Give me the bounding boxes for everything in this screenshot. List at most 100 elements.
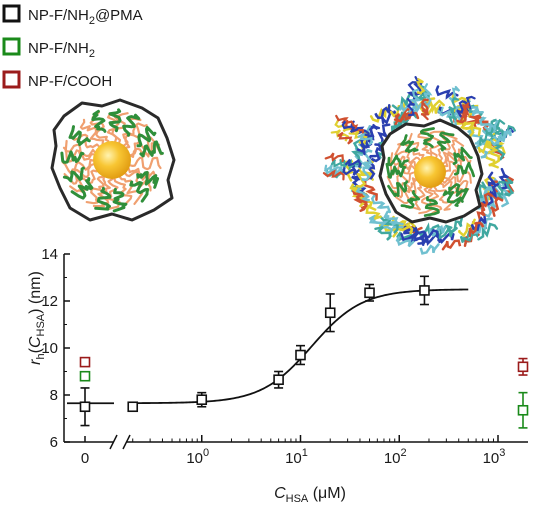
legend-item-cooh: NP-F/COOH — [2, 70, 112, 90]
ligand-chain — [79, 118, 105, 145]
ligand-chain — [442, 176, 470, 194]
ligand-chain — [94, 186, 112, 211]
protein-helix — [479, 192, 494, 212]
y-tick-label: 10 — [41, 340, 58, 357]
ligand-chain — [139, 140, 164, 158]
marker — [419, 285, 430, 296]
protein-helix — [449, 106, 464, 127]
chart: 6 8 10 12 14 0 100 101 102 103 rh(CHSA) (nm) CHSA… — [27, 246, 529, 505]
protein-helix — [400, 231, 425, 246]
data-point-zero — [79, 387, 91, 427]
protein-helix — [324, 164, 346, 177]
x-tick-label: 103 — [483, 447, 506, 467]
gold-core-corona — [414, 156, 446, 188]
protein-helix — [324, 152, 345, 163]
protein — [471, 181, 504, 227]
marker — [364, 287, 375, 299]
ligand-chain — [442, 190, 463, 207]
ligand-chain — [448, 183, 469, 203]
protein-helix — [471, 204, 486, 227]
marker — [79, 370, 91, 382]
marker — [79, 401, 91, 413]
protein-helix — [486, 140, 500, 165]
ligand-chain — [122, 113, 141, 137]
protein-helix — [342, 166, 360, 176]
data-point — [127, 401, 139, 413]
protein-helix — [361, 162, 371, 182]
protein-helix — [477, 222, 499, 241]
ligand-chain — [436, 131, 455, 152]
y-tick-label: 14 — [41, 246, 58, 263]
legend-swatch-pma — [2, 4, 21, 23]
y-axis-title: rh(CHSA) (nm) — [27, 271, 47, 365]
y-tick-label: 6 — [50, 434, 58, 451]
protein-helix — [348, 130, 368, 144]
ligand-chains — [60, 108, 164, 213]
ligand-chain — [136, 126, 157, 148]
ligand-chain — [453, 161, 476, 178]
protein-helix — [448, 85, 461, 103]
legend-label-cooh: NP-F/COOH — [28, 73, 112, 90]
marker — [196, 394, 208, 406]
protein — [445, 85, 476, 129]
data-point — [364, 283, 375, 302]
protein-helix — [441, 239, 462, 251]
protein-corona-illustration — [322, 76, 516, 255]
protein-helix — [341, 120, 359, 133]
protein — [322, 152, 362, 181]
x-tick-label: 101 — [285, 447, 308, 467]
protein — [446, 215, 499, 247]
protein-helix — [372, 214, 394, 237]
protein-helix — [322, 169, 345, 181]
data-point — [419, 275, 430, 306]
axes: 6 8 10 12 14 0 100 101 102 103 — [41, 246, 528, 467]
ligand-chain — [444, 169, 472, 184]
protein-helix — [467, 128, 484, 144]
x-tick-label: 100 — [186, 447, 209, 467]
protein-helix — [406, 81, 418, 103]
protein-helix — [374, 225, 392, 241]
protein-helix — [420, 98, 430, 116]
axis-break-mark — [109, 434, 118, 450]
x-axis-title: CHSA (μM) — [274, 485, 346, 505]
fit-layer — [67, 288, 469, 405]
ligand-chain — [69, 169, 98, 194]
data-point — [273, 370, 284, 389]
protein-helix — [422, 83, 433, 106]
protein-helix — [395, 110, 414, 123]
protein-helix — [374, 104, 391, 119]
protein — [330, 114, 374, 146]
axis-break-mark — [122, 434, 131, 450]
protein-helix — [456, 100, 468, 118]
protein-helix — [362, 148, 373, 168]
protein-helix — [417, 233, 441, 246]
ligand-chain — [418, 186, 434, 215]
ligand-chain — [445, 156, 472, 173]
legend: NP-F/NH2@PMA NP-F/NH2 NP-F/COOH — [2, 4, 143, 90]
protein-helix — [435, 85, 459, 100]
nanoparticle-illustration — [50, 98, 176, 222]
ligand-chain — [70, 177, 94, 200]
ligand-chain — [62, 166, 85, 183]
legend-swatch-nh2 — [2, 37, 21, 56]
protein-helix — [383, 210, 404, 226]
gold-core — [93, 141, 131, 179]
protein-helix — [370, 193, 392, 214]
legend-label-nh2: NP-F/NH2 — [28, 40, 95, 60]
protein-helix — [365, 125, 381, 149]
protein-helix — [489, 196, 504, 217]
protein-helix — [482, 120, 499, 137]
protein-helix — [416, 78, 426, 95]
marker — [517, 404, 529, 416]
protein-helix — [363, 176, 378, 201]
marker — [324, 307, 336, 319]
protein-helix — [419, 243, 440, 255]
protein-helix — [479, 131, 494, 146]
data-point-zero — [79, 356, 91, 368]
data-point — [196, 391, 208, 408]
ligand-chain — [387, 154, 409, 169]
protein — [391, 215, 429, 248]
protein-helix — [357, 132, 374, 146]
marker — [295, 349, 306, 361]
